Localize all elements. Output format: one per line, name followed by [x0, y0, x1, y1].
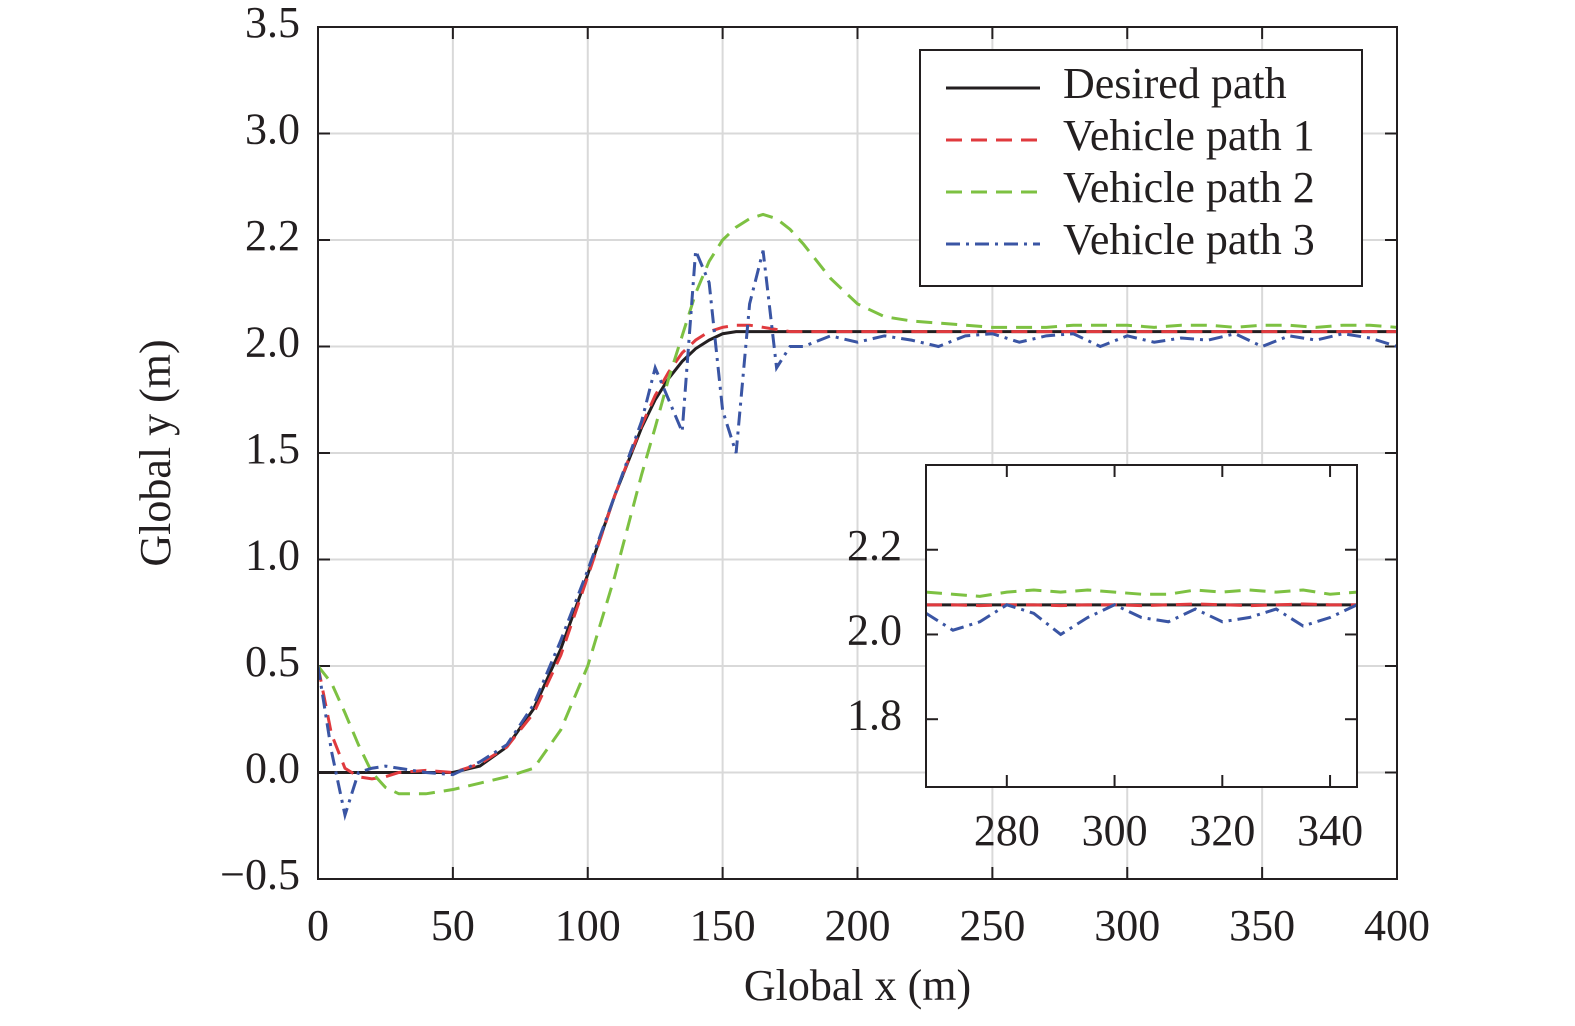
lines [318, 212, 1397, 821]
x-tick-label: 0 [307, 901, 329, 950]
x-tick-label: 280 [974, 806, 1040, 855]
data-line [926, 603, 1357, 637]
plot-frame [317, 26, 1398, 880]
x-tick-label: 100 [555, 901, 621, 950]
data-line [926, 602, 1357, 608]
y-tick-label: 0.5 [245, 637, 300, 686]
y-axis-label: Global y (m) [131, 339, 180, 566]
plot-background [926, 465, 1357, 787]
data-line [318, 323, 1397, 781]
y-tick-label: 1.5 [245, 424, 300, 473]
y-tick-label: 0.0 [245, 744, 300, 793]
x-tick-label: 350 [1229, 901, 1295, 950]
lines [926, 588, 1357, 637]
y-tick-label: 1.8 [847, 690, 902, 739]
y-tick-label: −0.5 [220, 850, 300, 899]
legend-label: Desired path [1063, 59, 1287, 108]
x-tick-label: 200 [825, 901, 891, 950]
x-tick-label: 400 [1364, 901, 1430, 950]
y-tick-label: 3.0 [245, 105, 300, 154]
data-line [926, 588, 1357, 598]
legend-label: Vehicle path 2 [1063, 163, 1315, 212]
y-tick-label: 2.2 [847, 521, 902, 570]
x-tick-label: 250 [959, 901, 1025, 950]
data-line [318, 250, 1397, 821]
x-tick-label: 150 [690, 901, 756, 950]
y-tick-label: 1.0 [245, 531, 300, 580]
x-tick-label: 340 [1297, 806, 1363, 855]
x-tick-label: 320 [1189, 806, 1255, 855]
legend-label: Vehicle path 1 [1063, 111, 1315, 160]
y-tick-label: 3.5 [245, 0, 300, 47]
y-tick-label: 2.0 [245, 318, 300, 367]
x-tick-label: 300 [1094, 901, 1160, 950]
legend-label: Vehicle path 3 [1063, 215, 1315, 264]
plot: 280 300 320 340 1.8 2.0 2.2 [847, 464, 1363, 855]
x-axis-label: Global x (m) [744, 961, 971, 1010]
plot-frame [925, 464, 1358, 788]
x-tick-label: 50 [431, 901, 475, 950]
x-tick-label: 300 [1082, 806, 1148, 855]
y-tick-label: 2.0 [847, 606, 902, 655]
y-tick-label: 2.2 [245, 211, 300, 260]
data-line [318, 212, 1397, 796]
